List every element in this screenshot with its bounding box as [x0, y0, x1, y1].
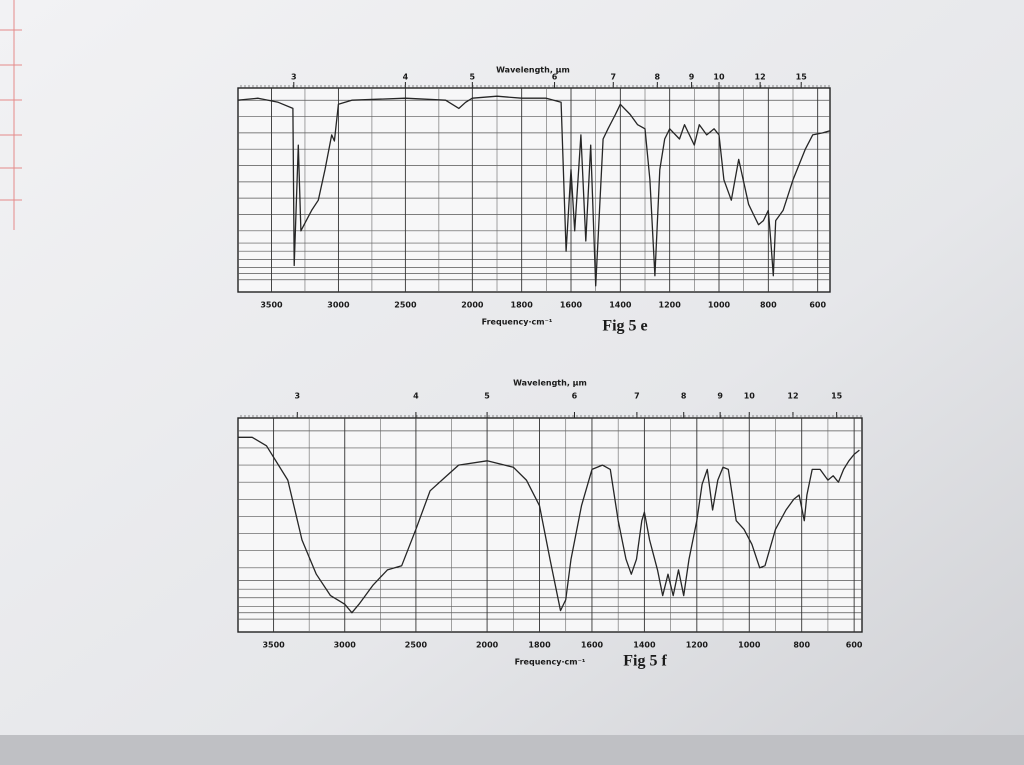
x-tick-label: 600	[809, 301, 826, 310]
chart: 3500 3000 2500 2000 1800 1600 1400 1200 1000 800 6…	[237, 379, 863, 670]
x2-tick-label: 12	[755, 73, 766, 82]
chart-title: Fig 5 e	[602, 318, 647, 335]
x2-tick-label: 12	[787, 392, 798, 401]
x-tick-label: 800	[793, 641, 810, 650]
x2-tick-label: 9	[717, 392, 723, 401]
x-tick-label: 1800	[528, 641, 551, 650]
x-tick-label: 3500	[262, 641, 285, 650]
x2-tick-label: 4	[413, 392, 419, 401]
x-tick-label: 600	[846, 641, 863, 650]
x-tick-label: 1600	[581, 641, 604, 650]
x-tick-label: 1600	[560, 301, 583, 310]
x2-tick-label: 6	[572, 392, 578, 401]
spectrum-line	[237, 95, 831, 287]
x2-tick-label: 10	[713, 73, 725, 82]
x2-tick-label: 15	[796, 73, 808, 82]
x2-tick-label: 3	[295, 392, 301, 401]
x-tick-label: 2000	[461, 301, 484, 310]
plot-area	[237, 417, 863, 633]
x2-tick-label: 6	[552, 73, 558, 82]
x2-tick-label: 8	[681, 392, 687, 401]
x2-tick-label: 7	[634, 392, 640, 401]
x-tick-label: 2000	[476, 641, 499, 650]
plot-area	[237, 87, 831, 293]
x2-tick-label: 3	[291, 73, 297, 82]
margin-lines	[0, 0, 22, 230]
x2-tick-label: 8	[655, 73, 661, 82]
x-tick-label: 1800	[511, 301, 534, 310]
x-axis-label: Frequency·cm⁻¹	[482, 318, 553, 327]
x2-tick-label: 10	[744, 392, 756, 401]
spectrum-line	[238, 436, 860, 614]
x-tick-label: 2500	[394, 301, 417, 310]
x2-axis-label: Wavelength, μm	[496, 66, 570, 75]
chart: 3500 3000 2500 2000 1800 1600 1400 1200 1000 800 6…	[237, 66, 831, 335]
x-tick-label: 3500	[260, 301, 283, 310]
x2-axis-label: Wavelength, μm	[513, 379, 587, 388]
x2-tick-label: 7	[611, 73, 617, 82]
x-tick-label: 1000	[738, 641, 761, 650]
x-tick-label: 1400	[633, 641, 656, 650]
x-tick-label: 3000	[327, 301, 350, 310]
x-axis-label: Frequency·cm⁻¹	[515, 658, 586, 667]
x-tick-label: 1000	[708, 301, 731, 310]
x-tick-label: 3000	[334, 641, 357, 650]
x2-tick-label: 4	[403, 73, 409, 82]
x2-tick-label: 15	[831, 392, 843, 401]
x-tick-label: 2500	[405, 641, 428, 650]
x-tick-label: 800	[760, 301, 777, 310]
table-edge	[0, 735, 1024, 765]
x2-tick-label: 5	[484, 392, 490, 401]
x2-tick-label: 9	[689, 73, 695, 82]
chart-title: Fig 5 f	[623, 653, 667, 670]
x2-tick-label: 5	[470, 73, 476, 82]
x-tick-label: 1200	[686, 641, 709, 650]
x-tick-label: 1200	[659, 301, 682, 310]
x-tick-label: 1400	[609, 301, 632, 310]
